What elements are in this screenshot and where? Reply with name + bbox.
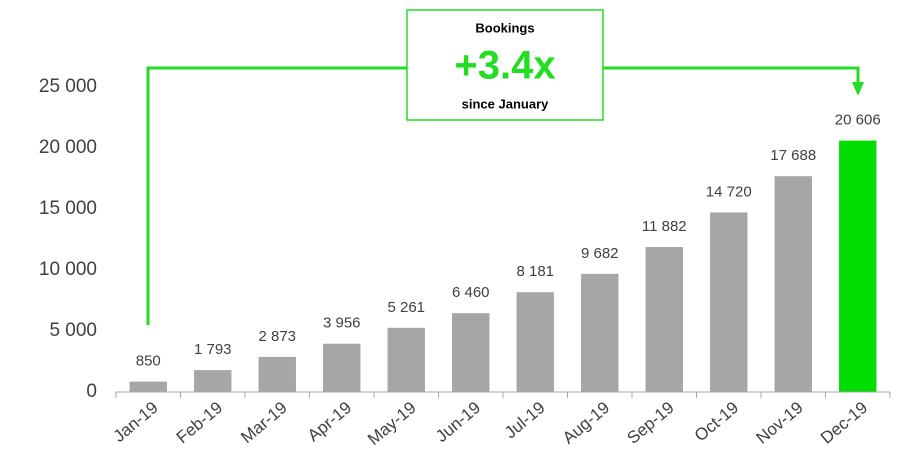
annotation: Bookings +3.4x since January (146, 9, 864, 325)
x-tick-label: Jun-19 (432, 398, 484, 446)
value-label: 850 (136, 353, 161, 370)
x-tick-label: Mar-19 (237, 398, 290, 447)
value-label: 6 460 (452, 284, 490, 301)
value-label: 1 793 (194, 341, 232, 358)
x-tick-label: May-19 (364, 398, 420, 449)
annotation-arrow (852, 82, 864, 96)
x-tick-label: Nov-19 (753, 398, 807, 448)
x-tick-label: Feb-19 (173, 398, 226, 447)
bar (581, 273, 619, 392)
bar (710, 212, 748, 392)
bar (129, 381, 167, 392)
y-tick-label: 5 000 (49, 320, 97, 341)
y-tick-label: 20 000 (39, 137, 97, 158)
value-label: 11 882 (642, 218, 687, 235)
value-label: 17 688 (770, 147, 816, 164)
bar (194, 370, 232, 392)
annotation-title: Bookings (475, 20, 534, 35)
value-label: 20 606 (835, 112, 881, 129)
x-tick-label: Jul-19 (501, 398, 549, 442)
x-tick-label: Dec-19 (817, 398, 871, 448)
x-tick-label: Oct-19 (691, 398, 742, 445)
annotation-subtitle: since January (462, 96, 549, 111)
value-label: 3 956 (323, 315, 361, 332)
x-tick-label: Aug-19 (559, 398, 613, 448)
annotation-box (406, 9, 604, 121)
bar (645, 247, 683, 392)
bar (387, 327, 425, 392)
value-label: 2 873 (258, 328, 296, 345)
annotation-value: +3.4x (454, 44, 555, 88)
x-tick-label: Apr-19 (304, 398, 355, 445)
value-label: 9 682 (581, 245, 619, 262)
bar (323, 343, 361, 392)
value-label: 14 720 (706, 183, 752, 200)
y-tick-label: 0 (86, 381, 97, 402)
value-label: 8 181 (516, 263, 554, 280)
bar (258, 356, 296, 392)
y-tick-label: 15 000 (39, 198, 97, 219)
value-label: 5 261 (387, 299, 425, 316)
bar (774, 176, 812, 392)
y-tick-label: 10 000 (39, 259, 97, 280)
annotation-bracket (603, 66, 860, 85)
x-tick-label: Jan-19 (110, 398, 162, 446)
annotation-bracket (146, 66, 407, 325)
y-tick-label: 25 000 (39, 76, 97, 97)
bar (452, 313, 490, 392)
x-tick-label: Sep-19 (623, 398, 677, 448)
bar (516, 292, 554, 392)
bar (839, 140, 877, 392)
